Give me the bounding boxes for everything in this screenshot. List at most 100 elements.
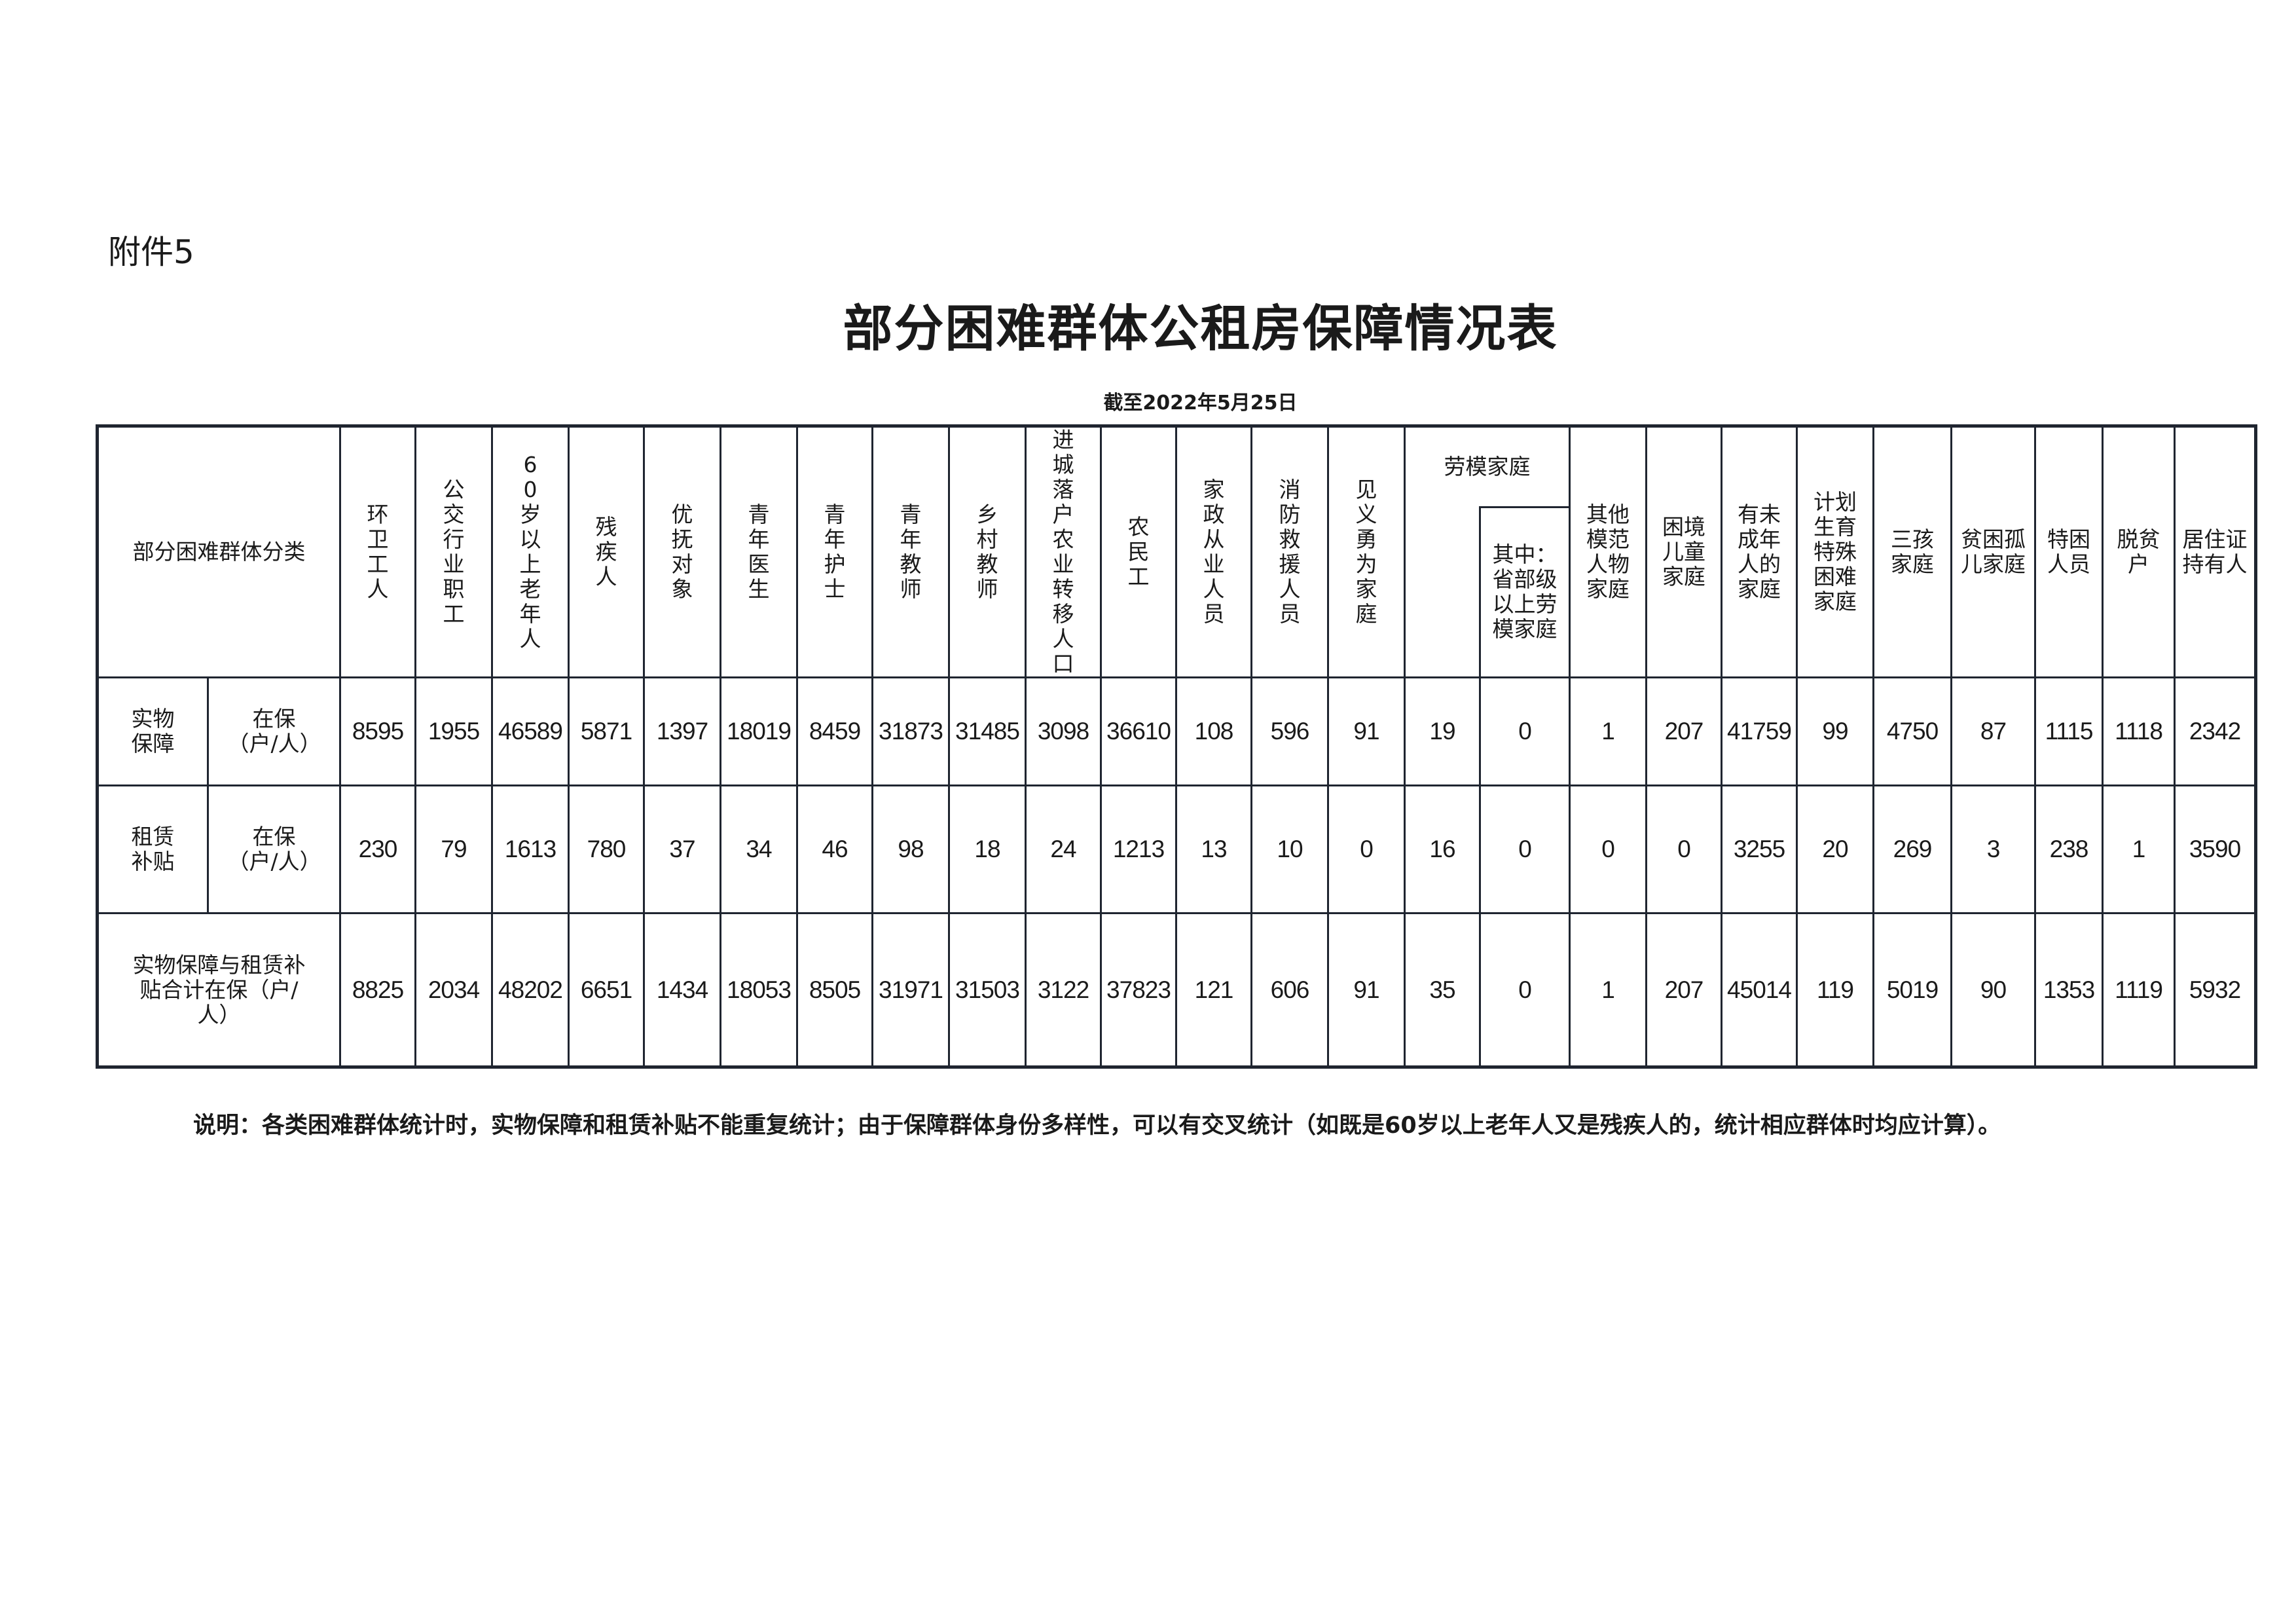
table-cell: 230: [339, 784, 416, 914]
column-header-label: 残疾人: [595, 514, 617, 589]
table-cell: 13: [1175, 784, 1252, 914]
table-cell: 780: [568, 784, 645, 914]
table-cell: 2034: [414, 912, 493, 1068]
table-cell: 90: [1950, 912, 2036, 1068]
table-cell: 1613: [491, 784, 570, 914]
group-sub-blank: [1404, 507, 1481, 679]
column-header: 家政从业人员: [1175, 425, 1252, 678]
housing-security-table: 部分困难群体分类 环卫工人 公交行业职工 60岁以上老年人 残疾人 优抚对象 青年医生 青年护…: [96, 424, 2257, 1069]
row-category-label: 实物保障与租赁补贴合计在保（户/人）: [132, 951, 306, 1027]
table-cell: 1434: [643, 912, 721, 1068]
table-cell: 108: [1175, 676, 1252, 786]
column-header-label: 其他模范人物家庭: [1586, 502, 1630, 602]
table-cell: 16: [1404, 784, 1481, 914]
column-header: 有未成年人的家庭: [1721, 425, 1798, 678]
column-header: 见义勇为家庭: [1327, 425, 1406, 678]
table-cell: 1955: [414, 676, 493, 786]
column-header-label: 贫困孤儿家庭: [1960, 526, 2026, 577]
table-cell: 41759: [1721, 676, 1798, 786]
as-of-date: 截至2022年5月25日: [1103, 392, 1298, 415]
table-cell: 121: [1175, 912, 1252, 1068]
row-category: 租赁补贴: [96, 784, 209, 914]
column-header-label: 家政从业人员: [1203, 477, 1225, 627]
table-cell: 91: [1327, 912, 1406, 1068]
column-header: 消防救援人员: [1250, 425, 1329, 678]
table-cell: 79: [414, 784, 493, 914]
table-cell: 5932: [2174, 912, 2257, 1068]
table-cell: 8595: [339, 676, 416, 786]
table-cell: 87: [1950, 676, 2036, 786]
column-header: 青年教师: [871, 425, 950, 678]
table-cell: 1115: [2034, 676, 2104, 786]
table-cell: 0: [1479, 676, 1571, 786]
column-header: 特困人员: [2034, 425, 2104, 678]
column-header-label: 有未成年人的家庭: [1737, 502, 1781, 602]
table-cell: 1119: [2102, 912, 2176, 1068]
table-cell: 269: [1872, 784, 1952, 914]
column-header: 贫困孤儿家庭: [1950, 425, 2036, 678]
table-cell: 2342: [2174, 676, 2257, 786]
row-unit-label: 在保（户/人）: [227, 824, 321, 874]
table-cell: 18: [948, 784, 1027, 914]
table-cell: 98: [871, 784, 950, 914]
table-cell: 3122: [1025, 912, 1102, 1068]
column-header-label: 进城落户农业转移人口: [1052, 427, 1074, 676]
table-cell: 0: [1327, 784, 1406, 914]
column-header-label: 特困人员: [2047, 526, 2090, 577]
table-cell: 31971: [871, 912, 950, 1068]
column-header-label: 居住证持有人: [2182, 526, 2248, 577]
table-cell: 1213: [1100, 784, 1177, 914]
table-cell: 5871: [568, 676, 645, 786]
column-header-label: 优抚对象: [671, 502, 693, 602]
column-header-label: 农民工: [1127, 514, 1150, 589]
group-sub-header: 其中：省部级以上劳模家庭: [1479, 506, 1571, 679]
table-cell: 606: [1250, 912, 1329, 1068]
table-cell: 45014: [1721, 912, 1798, 1068]
table-cell: 1118: [2102, 676, 2176, 786]
table-cell: 0: [1479, 912, 1571, 1068]
column-header-label: 消防救援人员: [1279, 477, 1301, 627]
column-header: 青年护士: [796, 425, 873, 678]
table-cell: 6651: [568, 912, 645, 1068]
row-unit-label: 在保（户/人）: [227, 706, 321, 756]
table-cell: 19: [1404, 676, 1481, 786]
column-header: 居住证持有人: [2174, 425, 2257, 678]
table-cell: 37823: [1100, 912, 1177, 1068]
table-cell: 3255: [1721, 784, 1798, 914]
table-cell: 18053: [720, 912, 798, 1068]
column-header-label: 青年教师: [900, 502, 922, 602]
column-header-label: 60岁以上老年人: [519, 452, 541, 652]
table-cell: 5019: [1872, 912, 1952, 1068]
table-row: 租赁补贴 在保（户/人） 230 79 1613 780 37 34 46 98 18 24 1213 1…: [96, 784, 2257, 914]
column-header: 环卫工人: [339, 425, 416, 678]
column-header: 青年医生: [720, 425, 798, 678]
table-cell: 20: [1796, 784, 1874, 914]
column-header-label: 青年医生: [748, 502, 770, 602]
column-header: 三孩家庭: [1872, 425, 1952, 678]
table-cell: 8505: [796, 912, 873, 1068]
row-unit: 在保（户/人）: [207, 784, 341, 914]
table-cell: 31485: [948, 676, 1027, 786]
table-cell: 99: [1796, 676, 1874, 786]
table-cell: 34: [720, 784, 798, 914]
row-unit: 在保（户/人）: [207, 676, 341, 786]
row-category-label: 实物保障: [131, 706, 175, 756]
table-cell: 3590: [2174, 784, 2257, 914]
table-cell: 3098: [1025, 676, 1102, 786]
column-header-label: 计划生育特殊困难家庭: [1813, 489, 1857, 614]
table-cell: 207: [1645, 676, 1722, 786]
table-cell: 119: [1796, 912, 1874, 1068]
table-cell: 1353: [2034, 912, 2104, 1068]
group-header-model-worker: 劳模家庭: [1404, 425, 1571, 507]
column-header: 农民工: [1100, 425, 1177, 678]
table-cell: 207: [1645, 912, 1722, 1068]
table-cell: 3: [1950, 784, 2036, 914]
column-header-label: 困境儿童家庭: [1662, 514, 1705, 589]
table-cell: 0: [1645, 784, 1722, 914]
column-header-label: 三孩家庭: [1890, 526, 1934, 577]
corner-header: 部分困难群体分类: [96, 425, 341, 678]
column-header: 脱贫户: [2102, 425, 2176, 678]
column-header: 困境儿童家庭: [1645, 425, 1722, 678]
column-header: 乡村教师: [948, 425, 1027, 678]
column-header-label: 青年护士: [824, 502, 846, 602]
